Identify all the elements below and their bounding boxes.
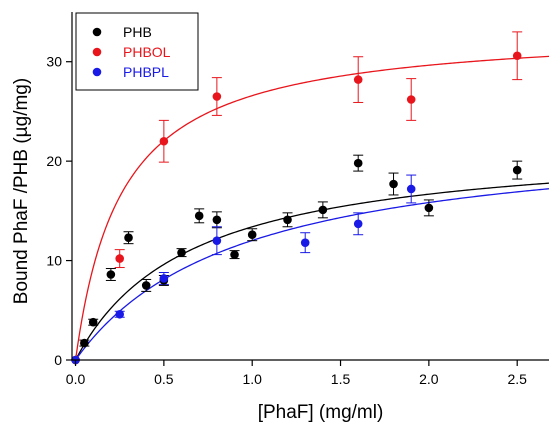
phbpl-point <box>115 309 124 319</box>
y-tick-label: 10 <box>46 253 62 269</box>
phb-point <box>353 158 363 168</box>
y-tick-label: 0 <box>54 352 62 368</box>
legend-label-phb: PHB <box>123 24 152 40</box>
phb-point <box>424 203 434 213</box>
phbol-point <box>406 95 416 104</box>
phb-point <box>124 233 133 243</box>
phbol-point <box>212 92 222 101</box>
legend-marker-phbol <box>92 47 102 57</box>
phbol-fit-curve <box>74 55 549 360</box>
phb-point <box>141 281 151 290</box>
data-points-layer <box>71 51 522 365</box>
x-tick-label: 2.0 <box>419 371 439 387</box>
x-tick-label: 0.5 <box>154 371 174 387</box>
phb-point <box>247 230 257 240</box>
axes-layer: 0.0 0.5 1.0 1.5 2.0 2.5 0 10 20 30 <box>46 12 549 387</box>
y-tick-label: 20 <box>46 153 62 169</box>
phb-point <box>230 250 239 259</box>
legend: PHB PHBOL PHBPL <box>75 12 199 91</box>
legend-marker-phb <box>92 27 102 37</box>
x-axis-title: [PhaF] (mg/ml) <box>258 402 384 423</box>
x-tick-label: 2.5 <box>507 371 527 387</box>
phb-point <box>283 215 292 225</box>
phb-point <box>389 179 398 189</box>
phb-point <box>318 205 328 215</box>
phbol-point <box>159 136 169 146</box>
phbol-point <box>512 51 522 61</box>
phb-point <box>212 215 222 225</box>
legend-label-phbol: PHBOL <box>123 44 171 60</box>
phb-fit-curve <box>74 182 549 360</box>
phb-point <box>512 165 522 175</box>
phbpl-point <box>300 238 310 247</box>
phb-point <box>194 211 204 221</box>
fit-curves-layer <box>74 55 549 360</box>
phb-point <box>177 248 186 257</box>
phbpl-point <box>212 236 222 245</box>
legend-marker-phbpl <box>92 67 102 77</box>
x-tick-label: 1.5 <box>331 371 351 387</box>
phbpl-point <box>406 184 416 194</box>
x-tick-label: 0.0 <box>66 371 86 387</box>
phbol-point <box>353 75 363 84</box>
phbpl-point <box>159 274 169 283</box>
phbpl-fit-curve <box>75 188 549 360</box>
y-axis-title: Bound PhaF /PHB (µg/mg) <box>11 78 32 304</box>
phb-point <box>88 317 98 327</box>
y-tick-label: 30 <box>46 54 62 70</box>
x-tick-label: 1.0 <box>242 371 262 387</box>
phbpl-point <box>353 219 363 229</box>
legend-label-phbpl: PHBPL <box>123 64 169 80</box>
phbol-point <box>115 254 124 263</box>
phb-point <box>106 270 116 279</box>
phb-point <box>80 338 89 348</box>
